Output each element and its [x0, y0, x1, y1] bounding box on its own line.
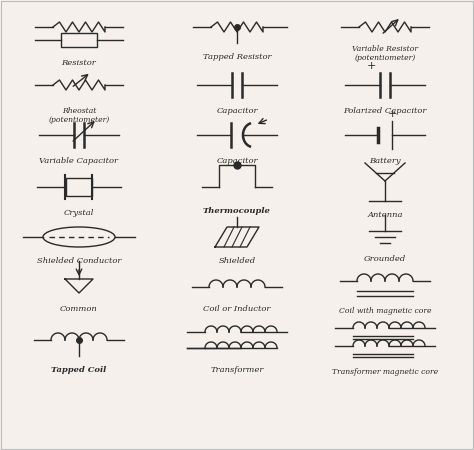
Text: Crystal: Crystal	[64, 209, 94, 217]
Text: Transformer magnetic core: Transformer magnetic core	[332, 368, 438, 376]
Text: Tapped Coil: Tapped Coil	[51, 366, 107, 374]
Text: Battery: Battery	[369, 157, 401, 165]
Text: Thermocouple: Thermocouple	[203, 207, 271, 215]
Text: Variable Resistor
(potentiometer): Variable Resistor (potentiometer)	[352, 45, 418, 62]
Bar	[66, 178, 92, 196]
Text: Coil or Inductor: Coil or Inductor	[203, 305, 271, 313]
Text: Shielded: Shielded	[219, 257, 255, 265]
Text: Resistor: Resistor	[62, 59, 96, 67]
Text: Shielded Conductor: Shielded Conductor	[37, 257, 121, 265]
Text: Coil with magnetic core: Coil with magnetic core	[339, 307, 431, 315]
Text: Variable Capacitor: Variable Capacitor	[39, 157, 118, 165]
Text: +: +	[387, 109, 397, 119]
Text: Common: Common	[60, 305, 98, 313]
Text: Tapped Resistor: Tapped Resistor	[203, 53, 271, 61]
Bar	[61, 33, 97, 47]
Text: Antenna: Antenna	[367, 211, 403, 219]
Text: Rheostat
(potentiometer): Rheostat (potentiometer)	[48, 107, 109, 124]
Text: Polarized Capacitor: Polarized Capacitor	[343, 107, 427, 115]
Text: Capacitor: Capacitor	[216, 107, 258, 115]
Text: +: +	[366, 61, 376, 71]
Text: Capacitor: Capacitor	[216, 157, 258, 165]
Text: Transformer: Transformer	[210, 366, 264, 374]
Text: Grounded: Grounded	[364, 255, 406, 263]
